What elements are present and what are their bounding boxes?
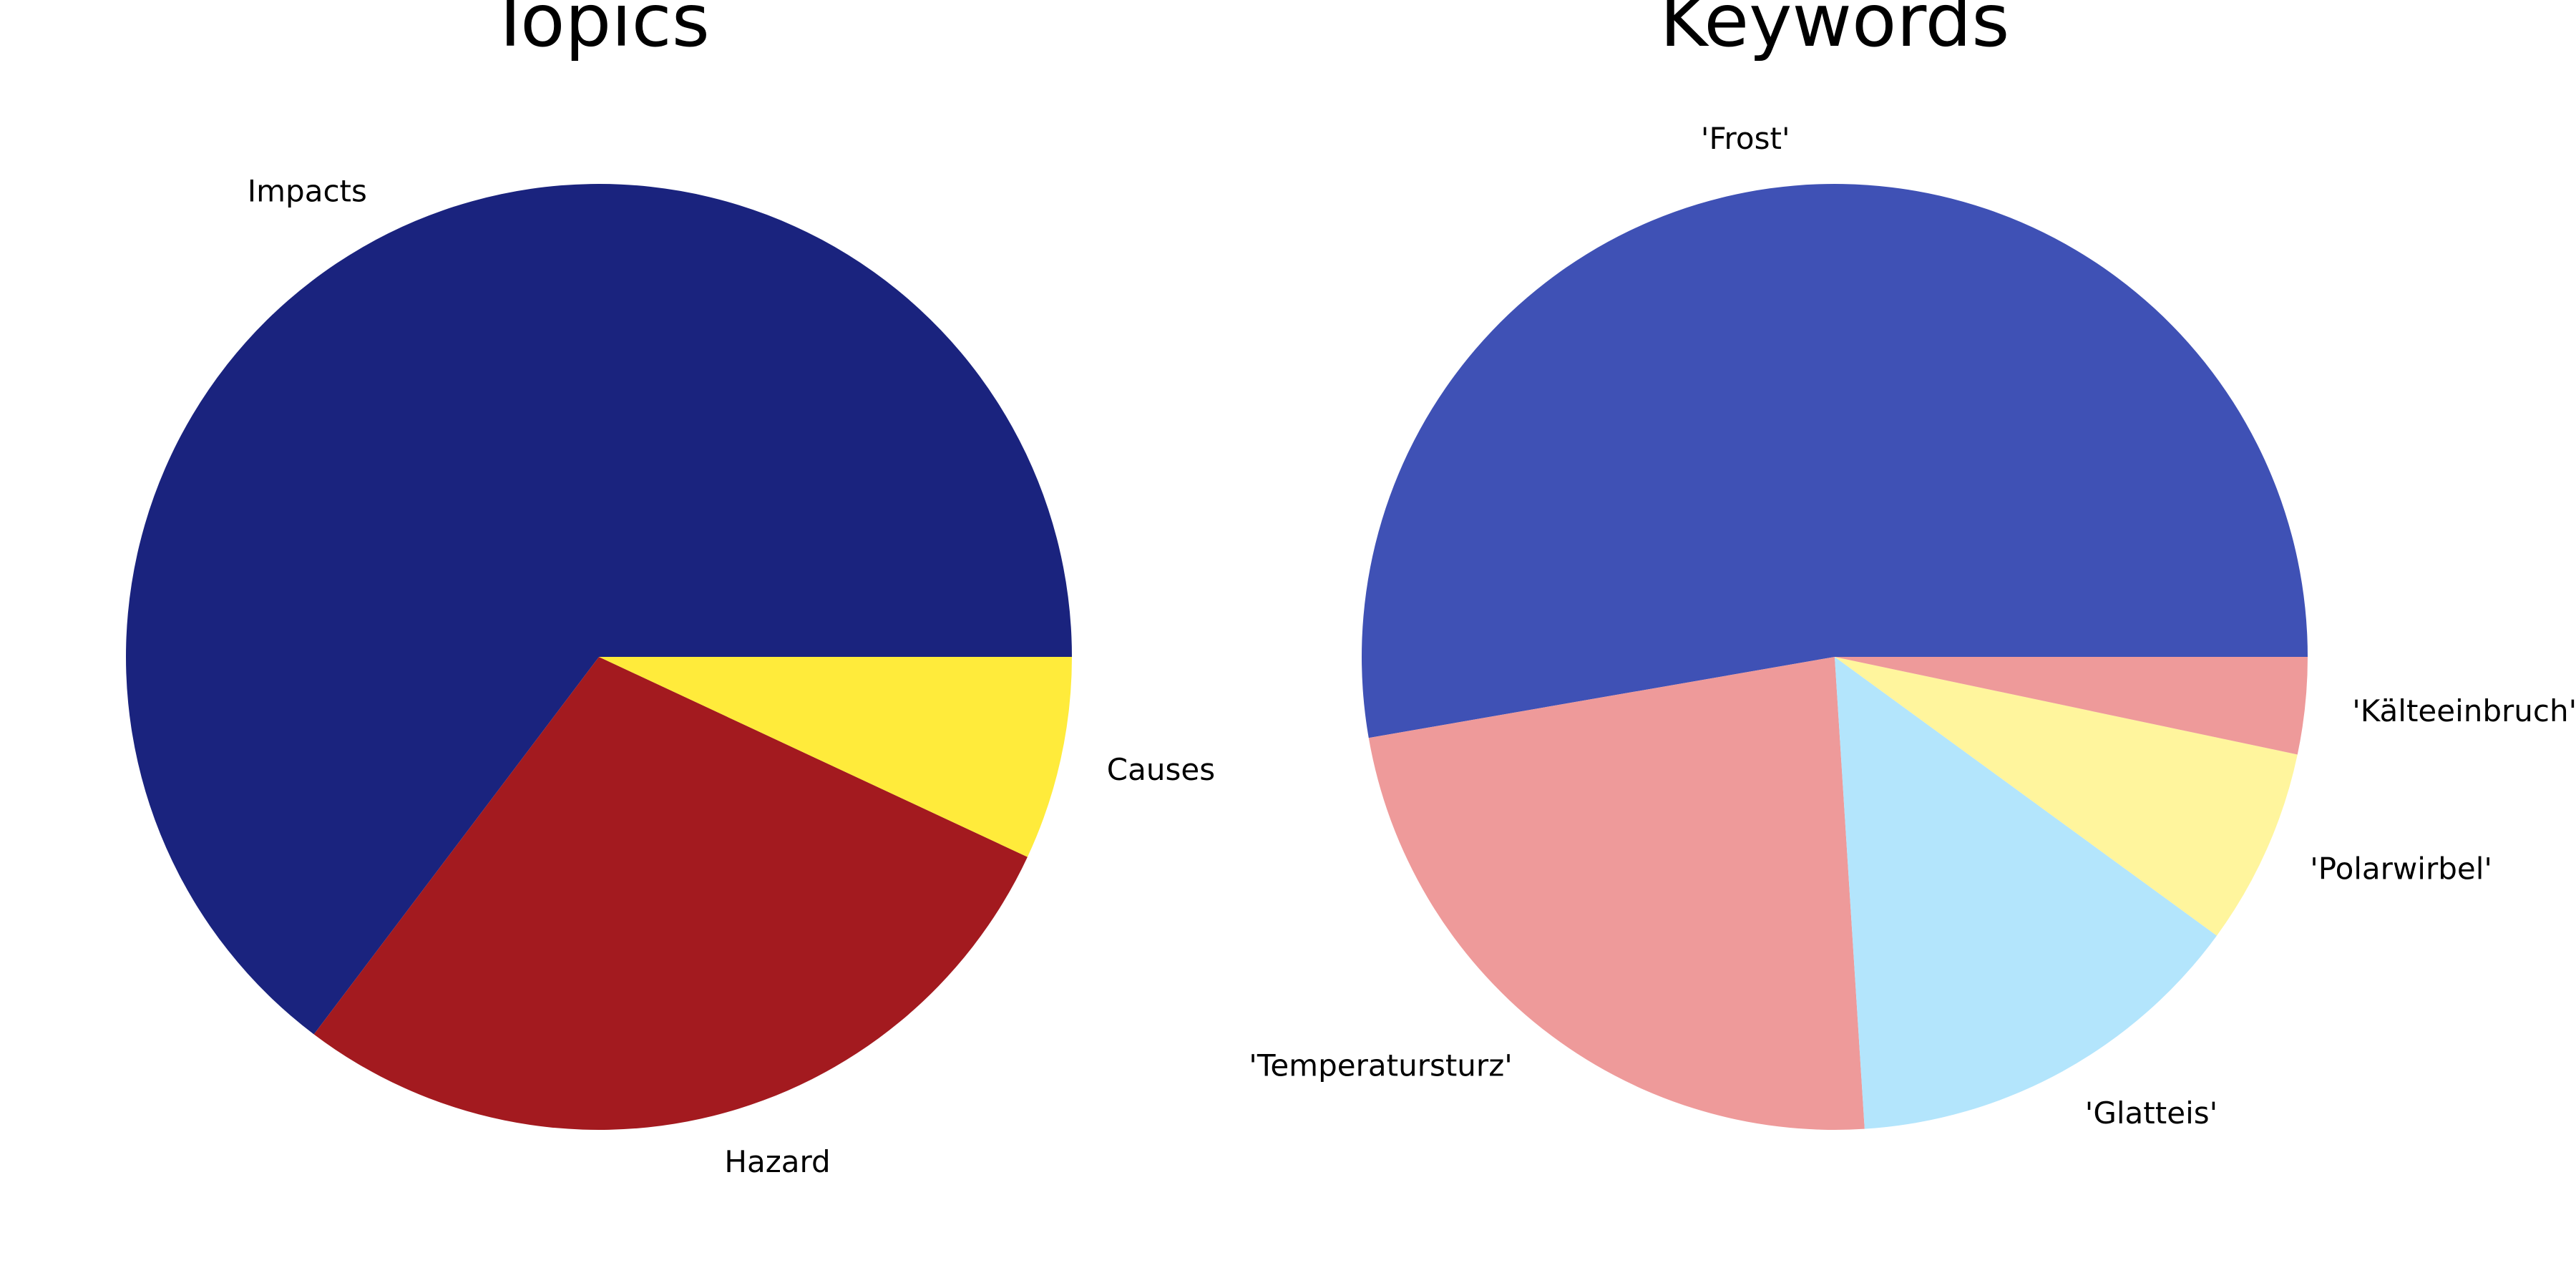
keywords-slice-temperatursturz <box>1368 657 1865 1130</box>
keywords-slice-kalteeinbruch <box>1835 657 2308 755</box>
keywords-label-kalteeinbruch: 'Kälteeinbruch' <box>2352 693 2576 728</box>
keywords-chart-title: Keywords <box>1660 0 2010 64</box>
keywords-slice-frost <box>1361 184 2308 738</box>
topics-slice-impacts <box>126 183 1072 1035</box>
topics-slice-causes <box>599 657 1072 857</box>
keywords-label-frost: 'Frost' <box>1701 121 1790 156</box>
topics-label-impacts: Impacts <box>248 174 367 209</box>
keywords-label-temperatursturz: 'Temperatursturz' <box>1249 1048 1513 1083</box>
keywords-slice-glatteis <box>1835 657 2217 1129</box>
keywords-label-polarwirbel: 'Polarwirbel' <box>2310 851 2492 886</box>
keywords-pie-chart: Keywords 'Frost' 'Temperatursturz' 'Glatte… <box>1249 0 2576 1131</box>
topics-pie-chart: Topics Impacts Hazard Causes <box>126 0 1215 1179</box>
keywords-label-glatteis: 'Glatteis' <box>2085 1096 2218 1131</box>
topics-slice-hazard <box>313 657 1028 1130</box>
topics-chart-title: Topics <box>487 0 710 64</box>
keywords-slice-polarwirbel <box>1835 657 2298 936</box>
topics-label-causes: Causes <box>1107 752 1215 787</box>
topics-label-hazard: Hazard <box>724 1144 830 1179</box>
